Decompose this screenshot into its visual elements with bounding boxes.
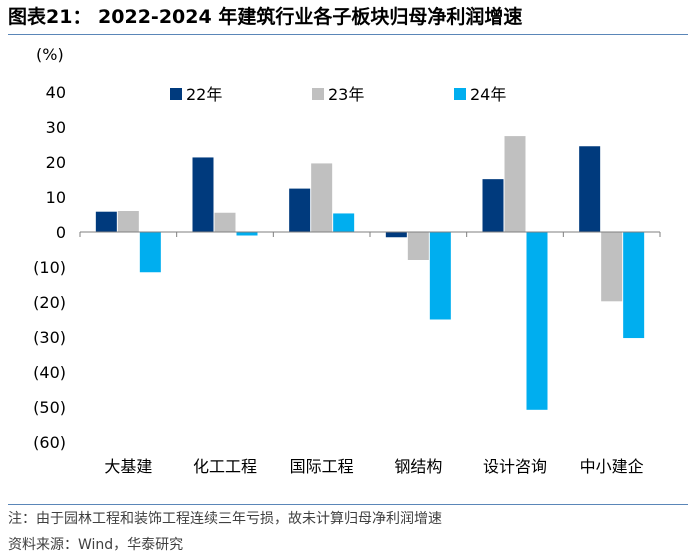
legend-label: 22年 [186,85,222,104]
y-tick-label: 10 [46,188,66,207]
x-axis: 大基建 化工工程 国际工程 钢结构 设计咨询 中小建企 [79,231,661,476]
y-tick-label: 0 [56,223,66,242]
y-tick-label: 30 [46,118,66,137]
bar-22年-设计咨询 [482,179,504,232]
y-tick-label: (60) [33,433,66,452]
y-tick-label: 20 [46,153,66,172]
chart-title: 图表21： 2022-2024 年建筑行业各子板块归母净利润增速 [8,6,523,28]
legend-swatch [170,88,182,100]
y-axis: 40 30 20 10 0 (10) (20) (30) (40) (50) (60) [33,83,66,452]
y-tick-label: (20) [33,293,66,312]
bar-24年-钢结构 [429,232,451,320]
bar-24年-大基建 [139,232,161,273]
bar-23年-设计咨询 [504,136,526,232]
bar-24年-国际工程 [333,213,355,232]
y-tick-label: (40) [33,363,66,382]
x-category-label: 钢结构 [394,457,442,476]
bar-23年-大基建 [117,211,139,232]
y-tick-label: (30) [33,328,66,347]
legend-swatch [312,88,324,100]
bar-22年-大基建 [95,211,117,232]
legend-swatch [454,88,466,100]
y-axis-label: (%) [36,45,64,64]
x-category-label: 中小建企 [580,457,644,476]
x-category-label: 国际工程 [290,457,354,476]
y-tick-label: (10) [33,258,66,277]
footnote: 注：由于园林工程和装饰工程连续三年亏损，故未计算归母净利润增速 [8,511,442,527]
legend-label: 24年 [470,85,506,104]
legend: 22年 23年 24年 [170,85,506,104]
y-tick-label: (50) [33,398,66,417]
x-category-label: 化工工程 [193,457,257,476]
source-line: 资料来源：Wind，华泰研究 [8,537,184,553]
legend-label: 23年 [328,85,364,104]
x-category-label: 大基建 [104,457,152,476]
bar-22年-国际工程 [289,188,311,232]
bar-22年-中小建企 [579,146,601,232]
bar-24年-化工工程 [236,232,258,236]
bars [95,136,645,410]
bar-chart: (%) 22年 23年 24年 40 30 20 10 0 (10) (20) (30) (40) (… [33,45,661,476]
y-tick-label: 40 [46,83,66,102]
bar-23年-钢结构 [407,232,429,260]
bar-23年-中小建企 [601,232,623,302]
x-category-label: 设计咨询 [483,457,547,476]
title-divider [8,34,688,35]
bar-24年-中小建企 [623,232,645,339]
bar-24年-设计咨询 [526,232,548,410]
bar-23年-国际工程 [311,163,333,232]
footer-divider [8,504,688,505]
bar-22年-钢结构 [385,232,407,238]
bar-23年-化工工程 [214,212,236,232]
bar-22年-化工工程 [192,157,214,232]
